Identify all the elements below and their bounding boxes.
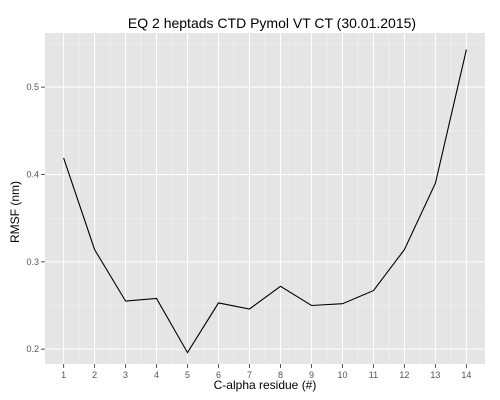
chart-title: EQ 2 heptads CTD Pymol VT CT (30.01.2015… [128,15,416,31]
x-tick-label: 1 [61,370,66,380]
x-tick-label: 13 [430,370,440,380]
x-tick-label: 14 [461,370,471,380]
x-tick-label: 6 [216,370,221,380]
grid-minor [45,33,485,364]
grid-major [45,33,485,364]
x-axis: 1 2 3 4 5 6 7 8 9 10 11 12 13 14 [61,364,471,380]
x-tick-label: 7 [247,370,252,380]
x-tick-label: 12 [399,370,409,380]
y-tick-label: 0.2 [26,344,39,354]
x-tick-label: 3 [123,370,128,380]
y-axis-label: RMSF (nm) [8,181,22,243]
y-tick-label: 0.4 [26,169,39,179]
x-tick-label: 11 [369,370,378,380]
y-tick-label: 0.3 [26,257,39,267]
x-tick-label: 9 [309,370,314,380]
x-tick-label: 4 [154,370,159,380]
y-axis: 0.2 0.3 0.4 0.5 [26,82,45,354]
x-tick-label: 5 [185,370,190,380]
x-tick-label: 8 [278,370,283,380]
x-tick-label: 2 [92,370,97,380]
x-axis-label: C-alpha residue (#) [214,378,317,392]
y-tick-label: 0.5 [26,82,39,92]
x-tick-label: 10 [337,370,347,380]
series-layer [63,49,467,354]
rmsf-series-line [63,49,467,354]
